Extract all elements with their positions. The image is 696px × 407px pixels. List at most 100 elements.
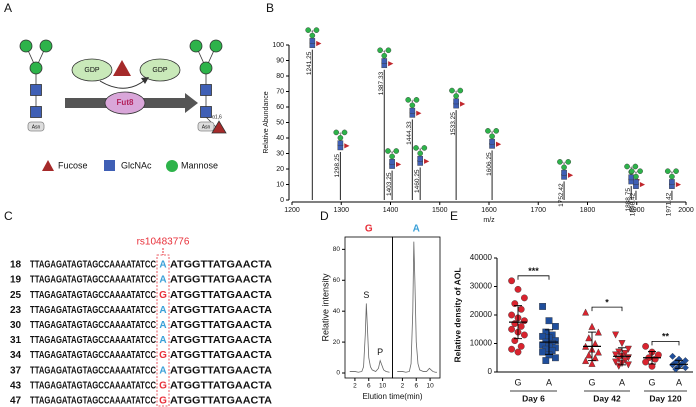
significance-label: * bbox=[605, 298, 609, 308]
sequence-left: TTAGAGATAGTAGCCAAAATATCC bbox=[30, 380, 156, 391]
glycan-icon bbox=[629, 168, 646, 189]
transfer-arrow bbox=[99, 79, 146, 89]
sequence-left: TTAGAGATAGTAGCCAAAATATCC bbox=[30, 275, 156, 286]
sequence-left: TTAGAGATAGTAGCCAAAATATCC bbox=[30, 305, 156, 316]
mannose-icon bbox=[565, 159, 572, 165]
peak-label: 1752.42 bbox=[558, 183, 565, 207]
sequence-left: TTAGAGATAGTAGCCAAAATATCC bbox=[30, 365, 156, 376]
x-tick-label: 10 bbox=[379, 383, 387, 390]
mannose-icon bbox=[381, 52, 388, 59]
fucose-icon bbox=[424, 158, 430, 164]
peak-label: 1606.25 bbox=[486, 152, 493, 176]
sequence-left: TTAGAGATAGTAGCCAAAATATCC bbox=[30, 335, 156, 346]
mannose-icon bbox=[637, 168, 643, 174]
data-point bbox=[542, 357, 550, 364]
allele: A bbox=[159, 260, 166, 271]
sequence-left: TTAGAGATAGTAGCCAAAATATCC bbox=[30, 396, 156, 407]
donor-label: GDP bbox=[152, 67, 168, 74]
peak-label: 1444.33 bbox=[406, 121, 413, 145]
fucose-icon bbox=[639, 181, 646, 188]
y-tick-label: 60 bbox=[333, 277, 341, 284]
data-point bbox=[582, 356, 590, 364]
sequence-right: ATGGTTATGAACTA bbox=[170, 380, 272, 391]
x-tick-label: 1400 bbox=[383, 207, 399, 214]
significance-label: *** bbox=[528, 266, 539, 276]
x-tick-label: 2 bbox=[353, 383, 357, 390]
snp-label: rs10483776 bbox=[137, 237, 190, 248]
x-tick-label: A bbox=[619, 377, 625, 387]
data-point bbox=[508, 277, 515, 285]
reaction-diagram: Asn Asn α1,6 GDP GDP Fut8 Fucose GlcNAc … bbox=[19, 39, 227, 172]
y-tick-label: 10 bbox=[276, 181, 284, 188]
mannose-icon bbox=[489, 133, 495, 140]
y-tick-label: 0 bbox=[280, 197, 284, 204]
data-point bbox=[624, 361, 632, 369]
data-point bbox=[588, 359, 596, 367]
y-tick-label: 0 bbox=[336, 370, 340, 377]
data-point bbox=[521, 331, 528, 339]
y-tick-label: 0 bbox=[488, 367, 493, 376]
significance-bracket bbox=[591, 306, 623, 312]
data-point bbox=[552, 354, 559, 362]
x-tick-label: 1800 bbox=[580, 207, 596, 214]
data-point bbox=[681, 364, 689, 372]
data-point bbox=[582, 308, 590, 316]
glcnac-icon bbox=[489, 138, 495, 145]
significance-bracket bbox=[517, 275, 550, 280]
glcnac-icon bbox=[453, 98, 459, 105]
data-point bbox=[678, 359, 686, 367]
mannose-icon bbox=[485, 128, 491, 134]
mannose-icon bbox=[421, 145, 428, 151]
legend-icon bbox=[166, 160, 178, 172]
y-tick-label: 20000 bbox=[470, 310, 493, 319]
mannose-icon bbox=[337, 135, 344, 141]
x-axis-label: m/z bbox=[483, 217, 495, 224]
data-point bbox=[511, 320, 519, 327]
allele: G bbox=[159, 380, 167, 391]
mannose-icon bbox=[385, 47, 392, 54]
glcnac-icon bbox=[561, 169, 567, 176]
series-title: A bbox=[413, 224, 420, 235]
allele: A bbox=[159, 305, 166, 316]
y-axis-label: Relative intensity bbox=[320, 273, 330, 342]
glycan-icon bbox=[413, 145, 430, 166]
y-tick-label: 30 bbox=[276, 150, 284, 157]
x-tick-label: 1900 bbox=[629, 207, 645, 214]
y-tick-label: 20 bbox=[276, 166, 284, 173]
y-tick-label: 30000 bbox=[470, 282, 493, 291]
x-tick-label: A bbox=[546, 377, 552, 387]
fucose-icon bbox=[416, 110, 422, 116]
glycan-icon bbox=[405, 97, 422, 118]
x-tick-label: 10 bbox=[426, 383, 434, 390]
peak-label: 1460.25 bbox=[414, 169, 421, 193]
fucose-icon bbox=[495, 141, 502, 147]
panel-label: A bbox=[4, 1, 12, 15]
data-point bbox=[539, 332, 547, 340]
data-point bbox=[642, 342, 649, 350]
sequence-left: TTAGAGATAGTAGCCAAAATATCC bbox=[30, 290, 156, 301]
peak-label: 1888.75 bbox=[625, 188, 632, 212]
data-point bbox=[552, 323, 559, 330]
y-tick-label: 70 bbox=[276, 88, 284, 95]
mannose-icon bbox=[417, 150, 423, 157]
sequence-left: TTAGAGATAGTAGCCAAAATATCC bbox=[30, 320, 156, 331]
glcnac-icon bbox=[633, 179, 639, 185]
snp-box bbox=[156, 254, 170, 407]
mannose-icon bbox=[413, 97, 420, 103]
linkage-label: α1,6 bbox=[212, 114, 222, 120]
allele: G bbox=[159, 396, 167, 407]
fucose-icon bbox=[567, 172, 574, 178]
clone-id: 34 bbox=[10, 350, 22, 361]
y-tick-label: 40 bbox=[333, 308, 341, 315]
donor-oval bbox=[71, 58, 113, 82]
mannose-icon bbox=[557, 159, 563, 165]
data-point bbox=[508, 325, 515, 333]
mannose-icon bbox=[309, 32, 316, 39]
allele: A bbox=[159, 365, 166, 376]
enzyme-label: Fut8 bbox=[117, 98, 134, 107]
panel-label: E bbox=[450, 209, 458, 223]
sequence-right: ATGGTTATGAACTA bbox=[170, 320, 272, 331]
y-tick-label: 60 bbox=[276, 104, 284, 111]
